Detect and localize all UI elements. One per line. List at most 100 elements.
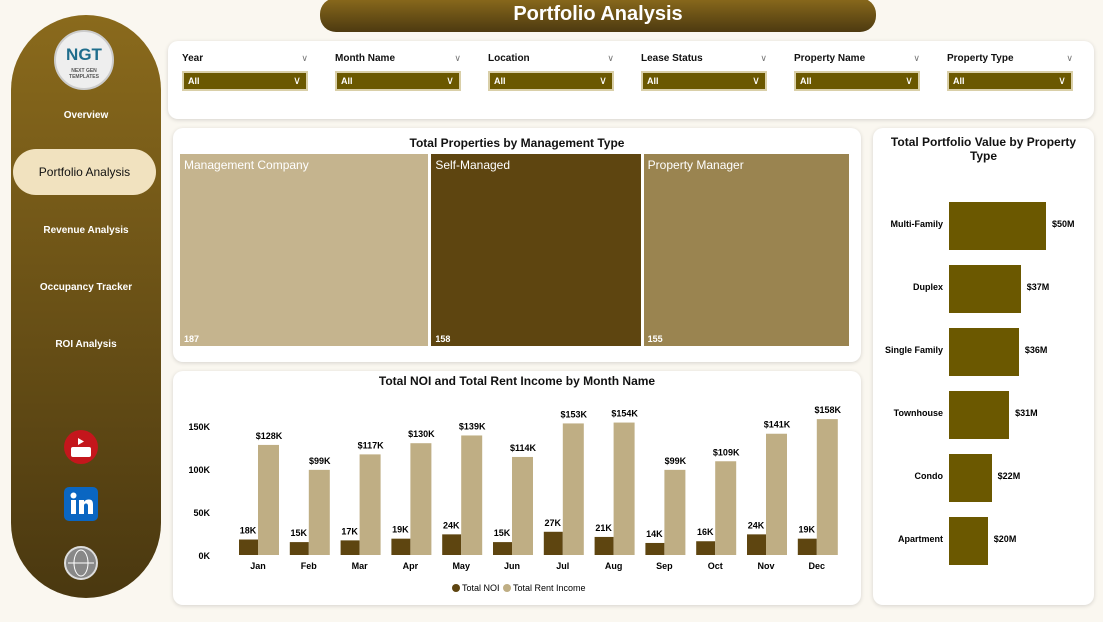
bar[interactable] xyxy=(949,202,1046,250)
sidebar: NGT NEXT GEN TEMPLATES Overview Portfolio… xyxy=(11,15,161,598)
chart-title: Total Properties by Management Type xyxy=(409,136,625,150)
bar-total-rent-income[interactable] xyxy=(359,454,381,555)
globe-icon[interactable] xyxy=(64,546,98,580)
filter-dropdown[interactable]: All ∨ xyxy=(182,71,308,91)
bar-total-rent-income[interactable] xyxy=(461,435,483,555)
category-label: Single Family xyxy=(884,345,943,355)
bar-total-rent-income[interactable] xyxy=(715,461,737,555)
filter-dropdown[interactable]: All ∨ xyxy=(335,71,461,91)
rent-data-label: $114K xyxy=(510,443,537,453)
chevron-down-icon[interactable]: ∨ xyxy=(913,53,920,63)
bar-total-rent-income[interactable] xyxy=(664,469,686,555)
category-label: Apartment xyxy=(897,534,943,544)
tile-label: Property Manager xyxy=(647,158,744,172)
x-tick-label: Jun xyxy=(504,561,520,571)
nav-revenue-analysis[interactable]: Revenue Analysis xyxy=(43,225,129,236)
logo-subtext: NEXT GEN TEMPLATES xyxy=(69,68,99,80)
category-label: Condo xyxy=(914,471,944,481)
x-tick-label: Dec xyxy=(809,561,826,571)
chevron-down-icon[interactable]: ∨ xyxy=(760,53,767,63)
dropdown-value: All xyxy=(494,76,506,86)
x-tick-label: Sep xyxy=(656,561,673,571)
treemap-tile[interactable]: Property Manager 155 xyxy=(643,154,849,346)
bar-total-rent-income[interactable] xyxy=(258,444,279,555)
bar[interactable] xyxy=(949,454,992,502)
chevron-down-icon[interactable]: ∨ xyxy=(454,53,461,63)
dropdown-value: All xyxy=(647,76,659,86)
filter-property-name: Property Name ∨ All ∨ xyxy=(794,53,920,91)
chevron-down-icon: ∨ xyxy=(292,75,301,87)
bar-total-noi[interactable] xyxy=(442,534,462,555)
bar-total-noi[interactable] xyxy=(797,538,817,555)
bar[interactable] xyxy=(949,517,988,565)
filter-dropdown[interactable]: All ∨ xyxy=(488,71,614,91)
hbar-row: Single Family $36M xyxy=(873,328,1093,376)
rent-data-label: $117K xyxy=(358,440,385,450)
chevron-down-icon: ∨ xyxy=(904,75,913,87)
nav-roi-analysis[interactable]: ROI Analysis xyxy=(55,339,117,350)
data-label: $36M xyxy=(1024,345,1048,355)
bar-total-noi[interactable] xyxy=(239,539,258,555)
logo-text: NGT xyxy=(66,45,102,64)
filter-dropdown[interactable]: All ∨ xyxy=(794,71,920,91)
legend-total-rent-income[interactable]: Total Rent Income xyxy=(513,583,586,593)
chart-title: Total Portfolio Value by Property Type xyxy=(890,135,1077,163)
bar-total-noi[interactable] xyxy=(391,538,411,555)
bar-total-noi[interactable] xyxy=(289,542,309,555)
hbar-row: Apartment $20M xyxy=(873,517,1093,565)
bar-total-rent-income[interactable] xyxy=(766,433,787,555)
rent-data-label: $99K xyxy=(665,456,687,466)
y-tick-label: 50K xyxy=(193,508,210,518)
tile-value: 158 xyxy=(435,334,451,344)
bar-total-rent-income[interactable] xyxy=(816,419,838,555)
chart-title: Total NOI and Total Rent Income by Month… xyxy=(378,374,656,388)
bar-total-rent-income[interactable] xyxy=(308,469,330,555)
data-label: $22M xyxy=(997,471,1021,481)
dropdown-value: All xyxy=(188,76,200,86)
youtube-icon[interactable] xyxy=(64,430,98,464)
chevron-down-icon[interactable]: ∨ xyxy=(301,53,308,63)
chevron-down-icon[interactable]: ∨ xyxy=(1066,53,1073,63)
nav-overview[interactable]: Overview xyxy=(63,110,109,121)
nav-occupancy-tracker[interactable]: Occupancy Tracker xyxy=(39,282,133,293)
bar[interactable] xyxy=(949,328,1019,376)
treemap-tile[interactable]: Self-Managed 158 xyxy=(431,154,641,346)
rent-data-label: $130K xyxy=(408,429,435,439)
bar-total-noi[interactable] xyxy=(696,541,716,555)
treemap-card: Total Properties by Management Type Mana… xyxy=(173,128,861,362)
noi-data-label: 24K xyxy=(748,520,765,530)
noi-data-label: 21K xyxy=(595,523,612,533)
nav-portfolio-analysis[interactable]: Portfolio Analysis xyxy=(13,149,156,195)
filter-lease-status: Lease Status ∨ All ∨ xyxy=(641,53,767,91)
filter-label: Lease Status xyxy=(641,53,703,64)
x-tick-label: Nov xyxy=(757,561,774,571)
bar-total-noi[interactable] xyxy=(594,536,614,555)
chevron-down-icon[interactable]: ∨ xyxy=(607,53,614,63)
treemap-tile[interactable]: Management Company 187 xyxy=(180,154,429,346)
chevron-down-icon: ∨ xyxy=(598,75,607,87)
bar[interactable] xyxy=(949,391,1010,439)
bar-total-noi[interactable] xyxy=(747,534,766,555)
bar-total-rent-income[interactable] xyxy=(562,423,584,555)
rent-data-label: $139K xyxy=(459,421,486,431)
column-chart-card: Total NOI and Total Rent Income by Month… xyxy=(173,371,861,605)
filter-dropdown[interactable]: All ∨ xyxy=(641,71,767,91)
bar-total-rent-income[interactable] xyxy=(613,422,635,555)
filter-dropdown[interactable]: All ∨ xyxy=(947,71,1073,91)
bar[interactable] xyxy=(949,265,1021,313)
tile-label: Self-Managed xyxy=(435,158,511,172)
bar-total-rent-income[interactable] xyxy=(410,443,432,555)
legend-total-noi[interactable]: Total NOI xyxy=(462,583,500,593)
rent-data-label: $128K xyxy=(256,431,283,441)
linkedin-icon[interactable] xyxy=(64,487,98,521)
noi-data-label: 14K xyxy=(646,529,663,539)
bar-total-noi[interactable] xyxy=(493,542,512,555)
filter-month-name: Month Name ∨ All ∨ xyxy=(335,53,461,91)
dropdown-value: All xyxy=(341,76,353,86)
bar-total-rent-income[interactable] xyxy=(512,456,533,555)
y-tick-label: 0K xyxy=(198,551,210,561)
bar-total-noi[interactable] xyxy=(543,531,563,555)
rent-data-label: $154K xyxy=(611,409,638,419)
bar-total-noi[interactable] xyxy=(340,540,360,555)
bar-total-noi[interactable] xyxy=(645,542,665,555)
